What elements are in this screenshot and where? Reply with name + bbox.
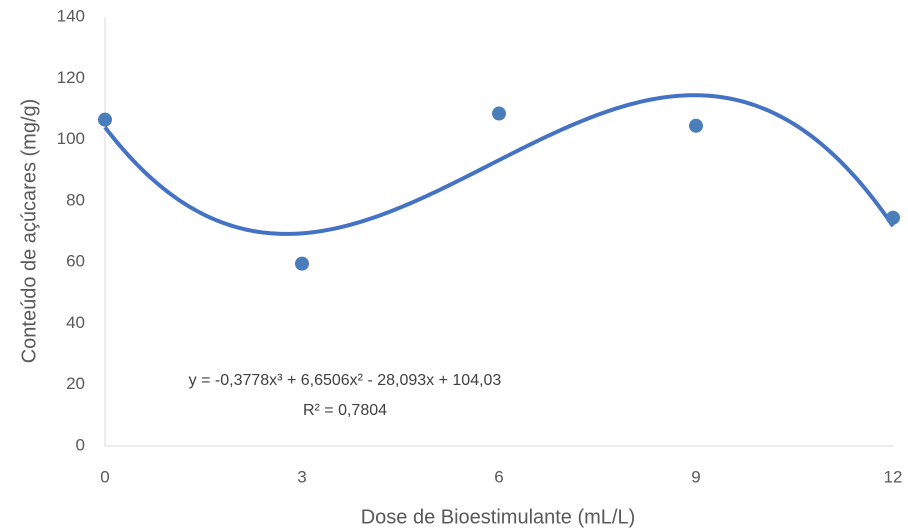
y-tick-label: 40 [66, 313, 85, 332]
x-tick-label: 0 [100, 467, 109, 486]
y-tick-label: 100 [57, 129, 85, 148]
trendline [103, 93, 895, 236]
x-tick-label: 6 [494, 467, 503, 486]
y-axis-title: Conteúdo de açúcares (mg/g) [18, 99, 40, 364]
data-point [295, 256, 309, 271]
x-axis-title: Dose de Bioestimulante (mL/L) [361, 506, 636, 528]
y-tick-label: 0 [76, 435, 85, 454]
x-tick-label: 3 [297, 467, 306, 486]
y-tick-label: 60 [66, 252, 85, 271]
data-point [689, 118, 703, 133]
y-tick-label: 140 [57, 6, 85, 25]
x-tick-label: 12 [884, 467, 903, 486]
y-tick-label: 20 [66, 374, 85, 393]
y-tick-label: 120 [57, 68, 85, 87]
y-tick-label: 80 [66, 190, 85, 209]
data-point [492, 106, 506, 121]
trendline-equation: y = -0,3778x³ + 6,6506x² - 28,093x + 104… [189, 372, 502, 389]
data-point [98, 112, 112, 127]
data-point [886, 210, 900, 225]
x-tick-label: 9 [691, 467, 700, 486]
trendline-r-squared: R² = 0,7804 [303, 402, 387, 419]
